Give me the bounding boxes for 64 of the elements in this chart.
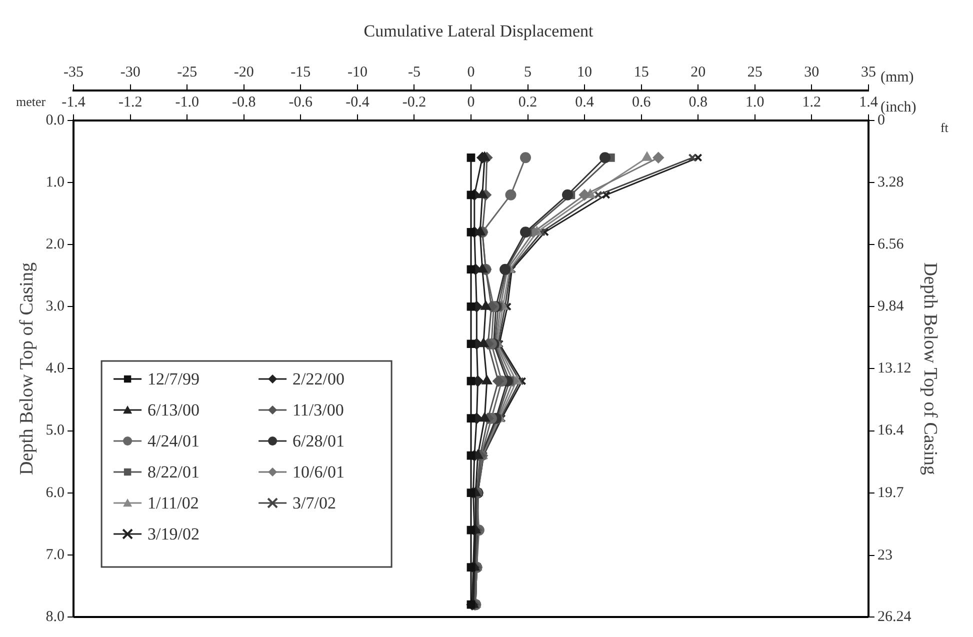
- y2-tick-label: 19.7: [877, 485, 904, 502]
- legend-label: 6/13/00: [148, 400, 200, 420]
- x-tick-label: -5: [408, 64, 420, 80]
- x-tick-label: -30: [120, 64, 140, 80]
- x2-tick-label: 0: [467, 94, 475, 110]
- y2-tick-label: 3.28: [877, 174, 904, 190]
- y-tick-label: 1.0: [46, 174, 65, 190]
- y2-tick-label: 9.84: [877, 298, 904, 315]
- text: ft: [940, 120, 949, 135]
- x-tick-label: -10: [347, 64, 368, 80]
- x2-tick-label: -1.0: [175, 94, 199, 110]
- legend-label: 12/7/99: [148, 369, 200, 388]
- x-tick-label: 20: [690, 64, 706, 80]
- legend-label: 11/3/00: [292, 400, 344, 420]
- y2-tick-label: 23: [877, 548, 892, 564]
- x2-tick-label: -0.6: [288, 94, 314, 110]
- legend-label: 10/6/01: [292, 462, 345, 482]
- x2-tick-label: -0.8: [232, 94, 256, 110]
- y-tick-label: 4.0: [46, 360, 65, 377]
- x-tick-label: -25: [177, 64, 198, 80]
- y-tick-label: 2.0: [46, 236, 65, 252]
- x2-tick-label: 0.2: [518, 94, 538, 110]
- x-tick-label: 10: [577, 64, 592, 80]
- y2-tick-label: 16.4: [877, 422, 904, 439]
- x2-tick-label: -1.2: [118, 94, 142, 110]
- y2-tick-label: 13.12: [877, 360, 912, 377]
- x2-tick-label: 0.8: [688, 94, 708, 110]
- x-tick-label: -35: [64, 64, 84, 80]
- x2-tick-label: 1.2: [802, 94, 822, 110]
- y-axis-title: Depth Below Top of Casing: [16, 262, 38, 475]
- legend-label: 1/11/02: [148, 493, 199, 512]
- x2-tick-label: 1.0: [746, 94, 764, 110]
- y-tick-label: 8.0: [46, 608, 65, 625]
- y-tick-label: 0.0: [46, 112, 65, 128]
- x-tick-label: 25: [747, 64, 762, 80]
- x-tick-label: -15: [290, 64, 311, 80]
- y2-tick-label: 6.56: [877, 236, 904, 252]
- x-tick-label: -20: [234, 64, 254, 80]
- x2-tick-label: -0.4: [346, 94, 370, 110]
- x2-tick-label: -1.4: [62, 94, 86, 110]
- legend-label: 6/28/01: [292, 431, 345, 450]
- x2-tick-label: 1.4: [859, 94, 878, 110]
- chart-title: Cumulative Lateral Displacement: [364, 22, 594, 41]
- y-tick-label: 6.0: [46, 484, 65, 501]
- x-tick-label: 15: [634, 64, 649, 80]
- x-axis-title: (mm): [880, 69, 914, 86]
- legend-label: 3/19/02: [148, 524, 200, 544]
- x2-tick-label: 0.6: [632, 94, 652, 110]
- y2-tick-label: 26.24: [877, 608, 912, 625]
- x-tick-label: 35: [860, 64, 876, 80]
- x-tick-label: 0: [467, 64, 475, 80]
- y2-axis-title: Depth Below Top of Casing: [920, 262, 941, 476]
- x2-tick-label: -0.2: [402, 94, 426, 110]
- legend-label: 2/22/00: [292, 369, 345, 388]
- x-tick-label: 30: [804, 64, 820, 80]
- x2-tick-label: 0.4: [575, 94, 594, 110]
- y-tick-label: 5.0: [46, 422, 65, 439]
- legend-label: 3/7/02: [292, 493, 336, 512]
- legend-label: 8/22/01: [148, 462, 200, 482]
- y-tick-label: 7.0: [46, 546, 65, 563]
- legend-label: 4/24/01: [148, 431, 200, 450]
- text: meter: [16, 94, 46, 109]
- y-tick-label: 3.0: [46, 298, 65, 315]
- x-tick-label: 5: [524, 64, 532, 80]
